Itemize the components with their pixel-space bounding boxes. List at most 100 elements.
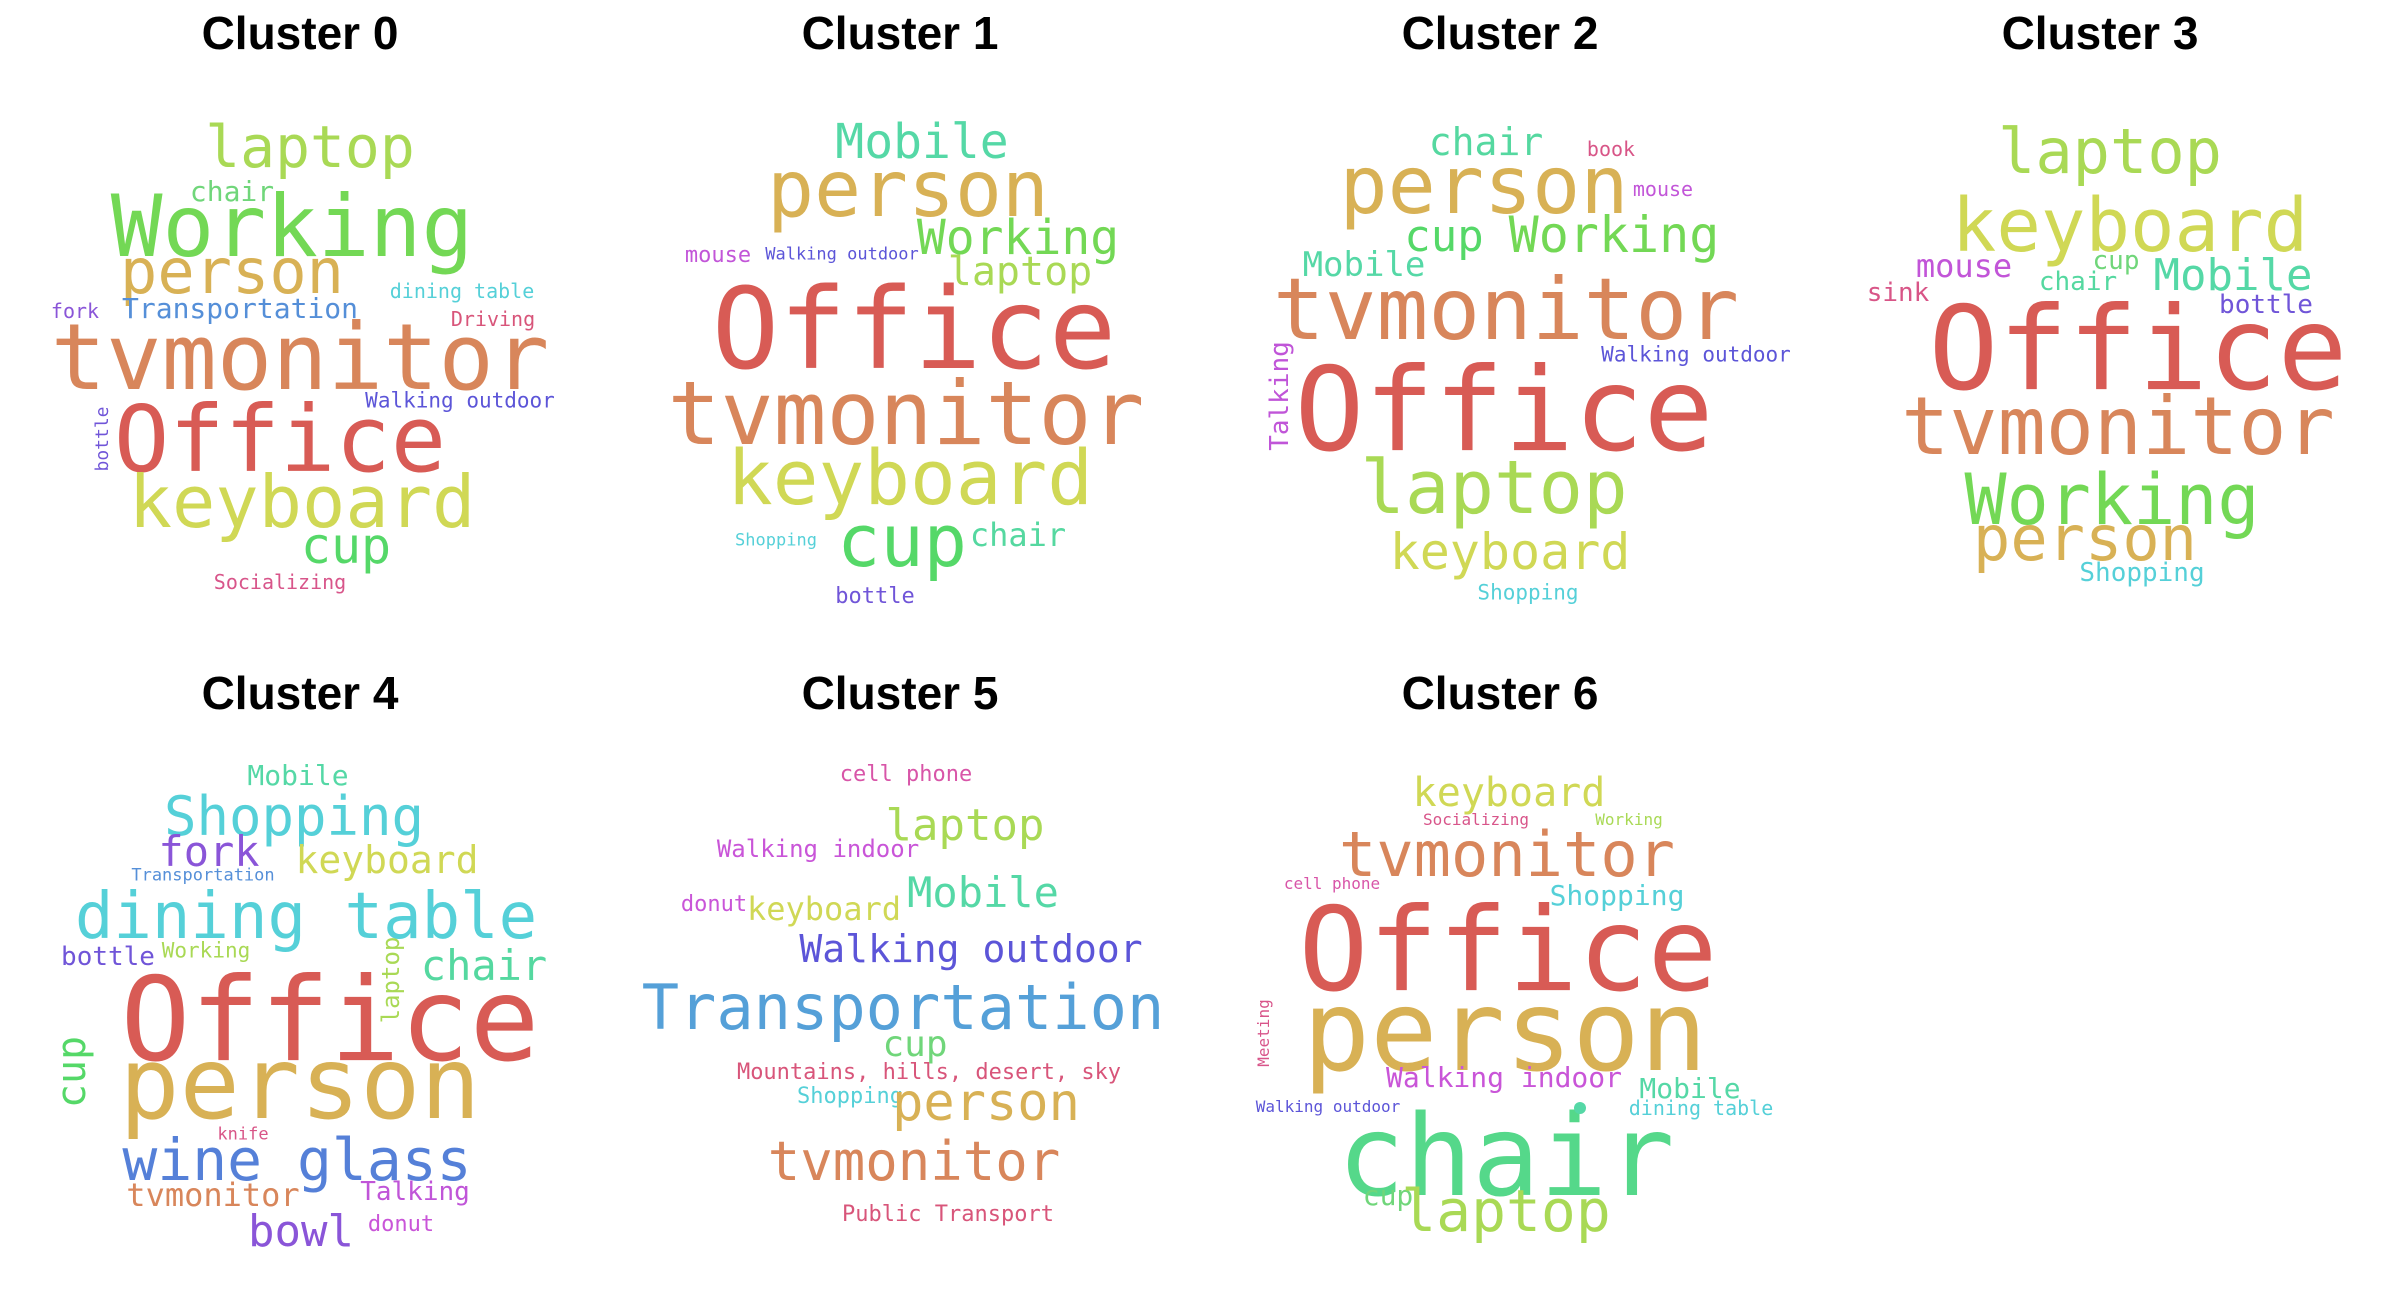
cloud-word: Walking indoor [716,835,920,863]
cloud-word: laptop [885,800,1045,851]
cloud-word: chair [420,941,548,990]
cloud-word: Working [1508,206,1720,264]
cloud-word: Office [1928,282,2348,417]
cloud-word: Walking indoor [1385,1061,1623,1094]
cloud-word: bottle [835,584,915,609]
cloud-word: person [1302,967,1708,1097]
cloud-word: person [120,235,344,308]
cloud-word: cell phone [839,762,973,787]
cloud-word: Shopping [2079,558,2205,588]
cloud-word: tvmonitor [667,362,1145,465]
cloud-word: cup [49,1035,95,1109]
cluster-panel: Cluster 0 laptop chair Working person dining … [0,0,600,640]
cloud-word: person [767,145,1049,235]
cloud-word: dining table [74,880,538,954]
cloud-word: Transportation [131,865,275,886]
cloud-word: keyboard [746,890,902,928]
cluster-title: Cluster 2 [1401,7,1599,59]
cloud-word: laptop [1401,1177,1611,1245]
cloud-word: fork [158,827,260,876]
cloud-word: Public Transport [842,1202,1054,1227]
cloud-word: Office [120,953,540,1088]
cloud-word: Walking outdoor [1601,342,1791,367]
cloud-word: Meeting [1254,999,1273,1067]
cluster-panel: Cluster 5 cell phone laptop Walking indoor d… [600,660,1200,1300]
cloud-word: tvmonitor [767,1130,1061,1193]
cloud-word: Shopping [163,785,425,848]
cloud-word: bowl [248,1206,354,1257]
cloud-word: bottle [2219,290,2313,320]
cloud-word: Mobile [907,868,1059,917]
cloud-word: person [119,1025,481,1142]
cloud-word: keyboard [1389,523,1631,581]
cloud-word: keyboard [1951,183,2309,269]
cloud-word: chair [969,516,1067,554]
cloud-word: Office [113,386,447,493]
cloud-word: cup [2092,246,2140,276]
cloud-word: chair [1337,1092,1675,1222]
cloud-word: chair [2038,267,2118,297]
cloud-word: person [1973,502,2197,575]
cloud-word: Mobile [2153,250,2313,301]
cloud-word: Mobile [1302,245,1426,285]
cloud-word: Office [711,265,1117,395]
cloud-word: Office [1298,883,1718,1018]
cluster-title: Cluster 4 [201,667,399,719]
cloud-word: chair [1428,120,1544,164]
cloud-word: Transportation [641,971,1165,1044]
cloud-word: Walking outdoor [765,244,919,265]
cloud-word: mouse [1915,247,2013,285]
cloud-word: donut [367,1212,435,1237]
cloud-word: Shopping [1549,879,1685,912]
cloud-word: Mobile [1639,1072,1741,1105]
cloud-word: person [892,1073,1080,1133]
cloud-word: fork [50,299,100,323]
cloud-word: tvmonitor [1273,260,1739,360]
cloud-word: Driving [450,307,536,331]
cloud-word: Mountains, hills, desert, sky [736,1060,1122,1085]
cloud-word: Office [1294,343,1714,478]
cloud-word: bottle [61,942,155,972]
cloud-word: Working [1595,810,1663,829]
cloud-word: Socializing [213,570,347,594]
cloud-word: Shopping [735,530,817,551]
cluster-panel: Cluster 3 laptop keyboard mouse cup sink chair… [1800,0,2400,640]
cluster-title: Cluster 0 [201,7,399,59]
cloud-word: cup [836,499,968,583]
cloud-word: Mobile [835,114,1009,170]
cloud-word: Talking [1265,341,1295,451]
cluster-title: Cluster 1 [801,7,999,59]
cloud-word: cup [300,517,392,575]
cluster-panel: Cluster 6 keyboard Socializing Working tvmon… [1200,660,1800,1300]
cloud-word: Walking outdoor [799,927,1143,971]
cloud-word: dining table [1628,1096,1774,1120]
cloud-word: donut [680,892,748,917]
cloud-word: laptop [947,249,1093,295]
cloud-word: Mobile [247,759,349,792]
cloud-word: keyboard [1412,770,1606,816]
cloud-word: laptop [205,113,415,181]
cloud-word: tvmonitor [50,304,550,411]
cluster-title: Cluster 3 [2001,7,2199,59]
cloud-word: cup [1404,211,1484,262]
cloud-word: mouse [684,243,752,268]
cloud-word: Working [161,938,251,963]
cloud-word: Transportation [121,292,359,325]
cluster-title: Cluster 6 [1401,667,1599,719]
cloud-word: person [1339,139,1629,232]
cloud-word: keyboard [295,838,479,882]
cloud-word: tvmonitor [1901,380,2335,473]
cloud-word: cup [882,1024,948,1065]
cloud-word: Working [1964,459,2260,541]
cloud-word: tvmonitor [1339,818,1675,891]
cloud-word: cell phone [1283,874,1381,893]
cloud-word: Socializing [1423,810,1529,829]
cloud-word: wine glass [122,1126,472,1194]
cloud-word: sink [1866,278,1930,308]
cloud-word: keyboard [128,460,476,544]
cloud-word: laptop [1360,445,1628,531]
cloud-word: laptop [1998,115,2222,188]
cloud-word: mouse [1632,177,1694,201]
cloud-word: Shopping [797,1084,903,1109]
cloud-word: Walking outdoor [1255,1097,1401,1116]
